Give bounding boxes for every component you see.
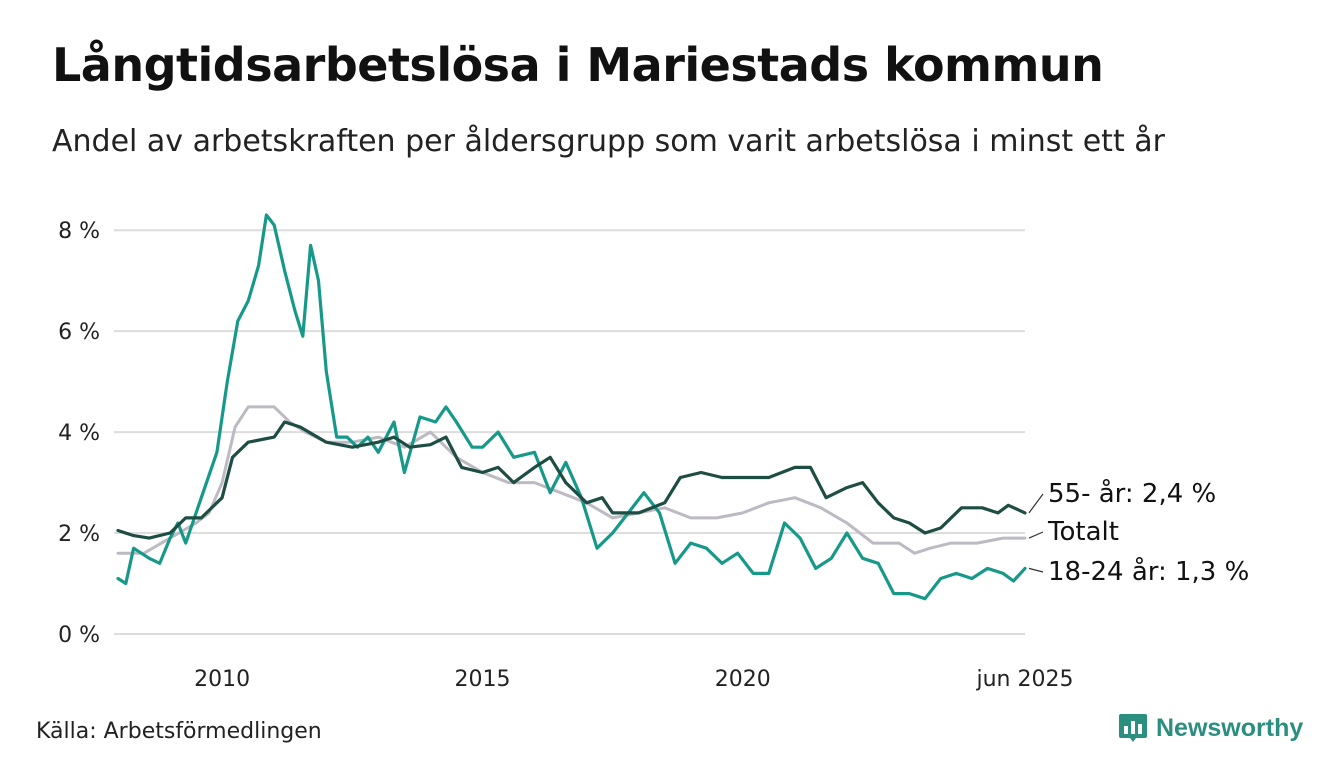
x-tick-label: 2010 — [194, 667, 250, 692]
newsworthy-logo-icon — [1119, 714, 1147, 742]
leader-line-total — [1028, 531, 1044, 539]
x-tick-label: jun 2025 — [976, 667, 1074, 692]
y-tick-label: 4 % — [58, 421, 100, 446]
y-tick-label: 8 % — [58, 219, 100, 244]
series-line-total — [116, 405, 1027, 555]
series-end-label-s55: 55- år: 2,4 % — [1048, 478, 1216, 509]
series-line-s1824 — [116, 213, 1027, 601]
leader-line-s1824 — [1028, 567, 1044, 573]
leader-line-s55 — [1028, 493, 1044, 514]
y-tick-label: 2 % — [58, 522, 100, 547]
chart-title: Långtidsarbetslösa i Mariestads kommun — [52, 38, 1104, 92]
brand-name: Newsworthy — [1156, 713, 1304, 742]
y-tick-label: 0 % — [58, 623, 100, 648]
y-tick-label: 6 % — [58, 320, 100, 345]
brand-logo: Newsworthy — [1118, 712, 1303, 744]
series-end-label-total: Totalt — [1047, 517, 1119, 547]
series-end-label-s1824: 18-24 år: 1,3 % — [1048, 556, 1249, 587]
series-line-s55 — [116, 420, 1027, 540]
chart-subtitle: Andel av arbetskraften per åldersgrupp s… — [52, 124, 1165, 159]
x-tick-label: 2020 — [715, 667, 771, 692]
source-note: Källa: Arbetsförmedlingen — [36, 719, 322, 744]
x-tick-label: 2015 — [454, 667, 510, 692]
